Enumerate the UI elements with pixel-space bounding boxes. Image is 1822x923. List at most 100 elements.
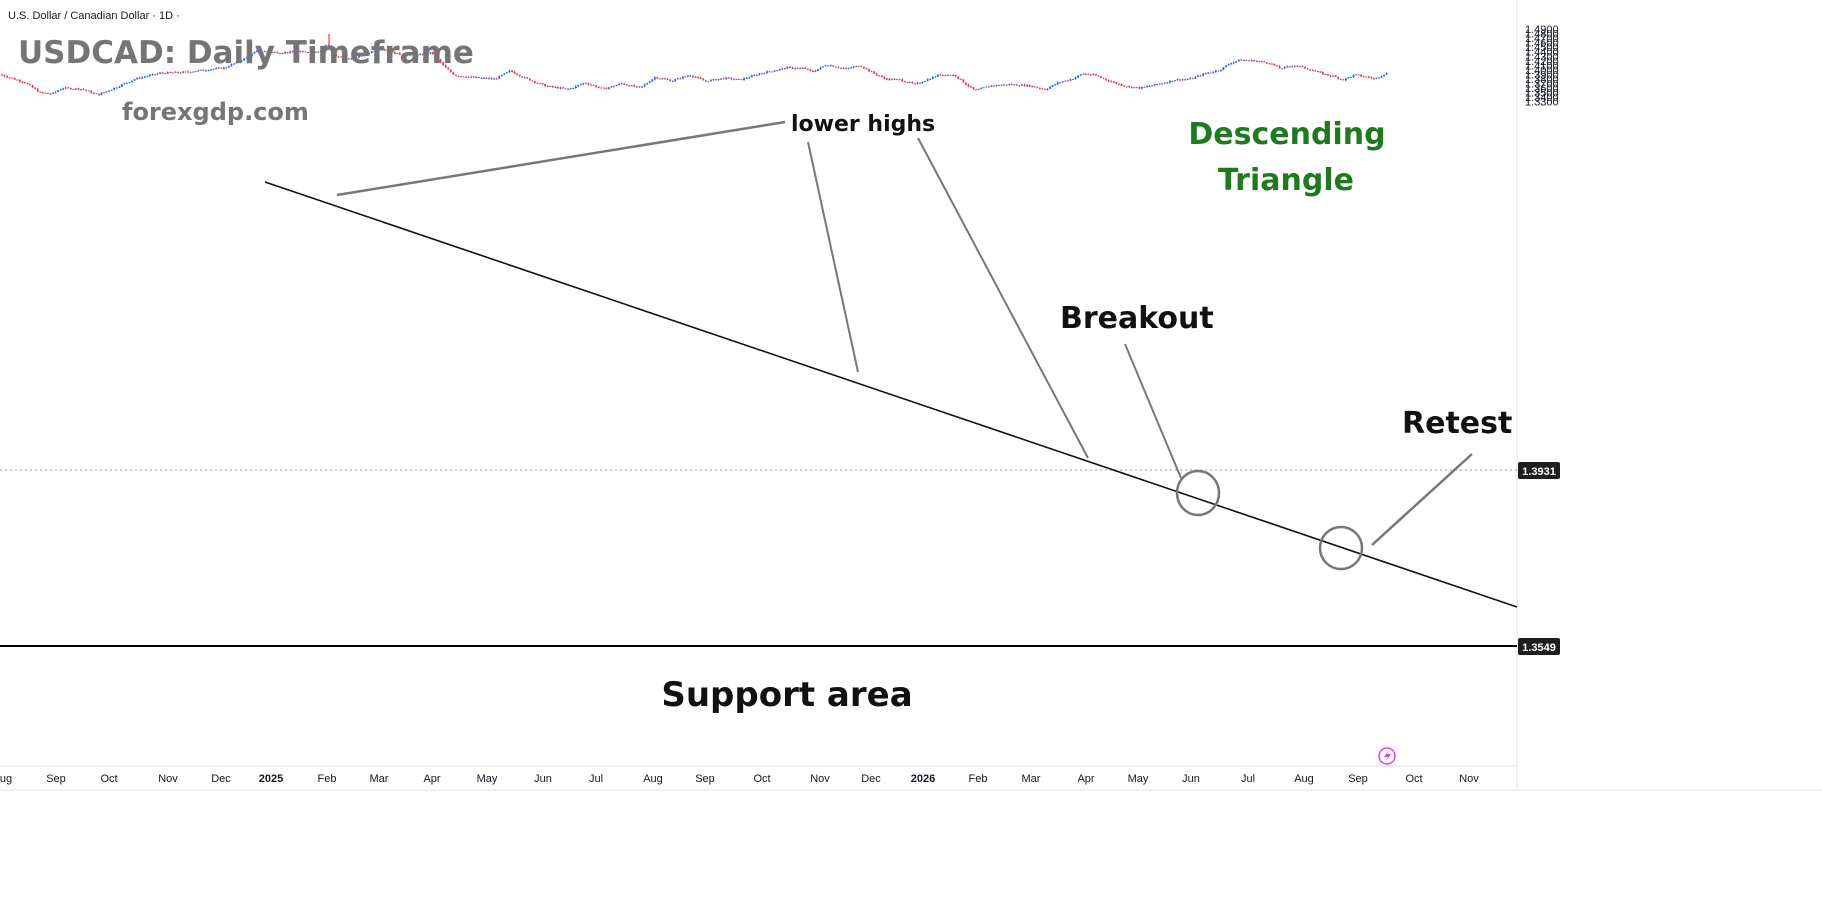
candle-body (396, 52, 399, 54)
candle-body (1207, 72, 1210, 74)
candle-body (240, 60, 243, 62)
candle-body (166, 72, 169, 74)
candle-body (1329, 75, 1332, 77)
candle-body (57, 90, 59, 92)
candle-body (393, 51, 396, 54)
candle-body (500, 74, 503, 76)
candle-body (857, 65, 860, 67)
candle-body (472, 76, 475, 78)
candle-body (985, 86, 988, 88)
candle-body (753, 74, 756, 76)
candle-body (16, 79, 19, 81)
candle-body (434, 54, 437, 57)
candle-body (1281, 68, 1283, 70)
candle-body (659, 78, 661, 80)
symbol-label[interactable]: U.S. Dollar / Canadian Dollar · 1D · (8, 10, 180, 22)
time-axis[interactable]: ug Sep Oct Nov Dec 2025 Feb Mar Apr May Jun Jul Aug S… (0, 773, 1479, 785)
time-tick-label: Sep (1348, 773, 1368, 785)
candle-body (646, 83, 649, 85)
price-axis[interactable]: 1.49001.48001.47001.46001.45001.44001.43… (1525, 24, 1559, 109)
candle-body (850, 67, 853, 69)
time-tick-label: Sep (695, 773, 715, 785)
candle-body (1217, 70, 1220, 72)
candle-body (136, 77, 139, 80)
candle-body (840, 67, 842, 69)
candle-body (735, 78, 738, 80)
candle-body (307, 52, 309, 54)
candle-body (1171, 80, 1174, 82)
candle-body (1120, 84, 1123, 86)
candle-body (1125, 86, 1128, 88)
time-tick-label: Jun (534, 773, 552, 785)
candle-body (335, 53, 337, 57)
candle-body (743, 78, 745, 81)
candle-body (1332, 75, 1334, 77)
candle-body (1156, 83, 1159, 85)
candle-body (595, 85, 598, 88)
candle-body (215, 68, 218, 70)
candle-body (1342, 79, 1345, 81)
lightning-icon[interactable] (1378, 747, 1396, 765)
candle-body (1008, 84, 1011, 86)
candle-body (630, 85, 633, 87)
candle-body (266, 51, 269, 53)
candle-body (1169, 80, 1171, 83)
candle-body (610, 86, 613, 88)
candle-body (1133, 87, 1136, 89)
candle-body (789, 66, 791, 68)
candle-body (174, 71, 177, 73)
candle-body (1260, 61, 1263, 63)
candle-body (699, 77, 702, 79)
pattern-label-line1: Descending (1188, 117, 1385, 152)
candle-body (1202, 73, 1204, 76)
candle-body (1115, 82, 1118, 84)
candle-body (1253, 60, 1255, 62)
price-tick-label: 1.3900 (1525, 69, 1559, 81)
candle-body (1135, 87, 1138, 89)
candle-body (1227, 64, 1230, 66)
candle-body (1013, 84, 1016, 86)
candle-body (776, 70, 779, 72)
candle-body (1288, 66, 1291, 68)
candle-body (582, 83, 585, 85)
candle-body (778, 68, 781, 71)
candle-body (684, 76, 687, 78)
candle-body (1355, 74, 1357, 76)
candle-body (834, 66, 837, 68)
candle-body (381, 49, 383, 51)
candle-body (666, 79, 669, 81)
candle-body (972, 87, 975, 90)
candle-body (1146, 86, 1148, 88)
candle-body (171, 72, 174, 74)
candle-body (289, 51, 292, 53)
candle-body (681, 76, 684, 79)
candle-body (845, 68, 847, 70)
candle-body (8, 77, 11, 79)
candle-body (87, 90, 90, 92)
candle-body (1100, 76, 1102, 78)
candle-body (633, 85, 636, 87)
candle-body (768, 71, 771, 73)
candle-body (138, 77, 141, 79)
candle-body (832, 65, 835, 67)
candle-body (993, 85, 995, 87)
candle-body (1082, 73, 1085, 75)
candle-body (549, 85, 552, 87)
candle-body (574, 85, 577, 88)
candle-body (893, 79, 896, 81)
candle-body (1191, 78, 1194, 80)
candle-body (636, 86, 638, 88)
candle-body (812, 70, 814, 72)
candle-body (261, 51, 263, 53)
plot-area[interactable] (0, 0, 1517, 766)
candle-body (1263, 61, 1266, 63)
candle-body (694, 76, 697, 78)
descending-trendline[interactable] (264, 181, 1518, 608)
candle-body (740, 79, 743, 81)
candle-body (908, 82, 911, 84)
candle-body (462, 76, 465, 78)
candle-body (1179, 79, 1181, 81)
candle-body (1054, 84, 1057, 86)
candle-body (490, 78, 493, 80)
